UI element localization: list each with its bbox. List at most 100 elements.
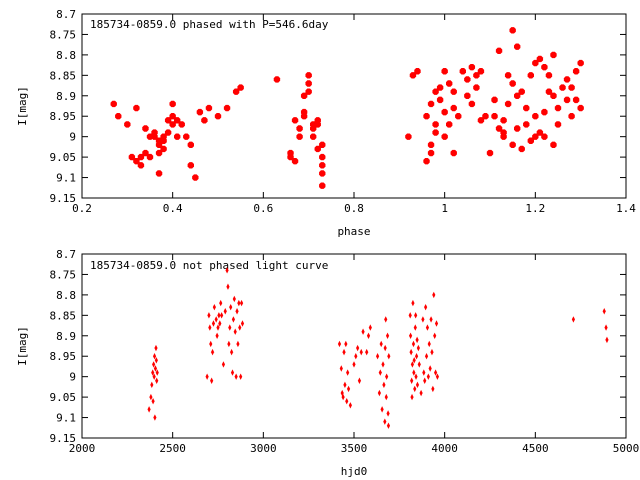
data-point	[433, 332, 437, 339]
data-point	[434, 320, 439, 327]
data-point	[410, 377, 414, 384]
y-tick-label: 8.85	[50, 69, 77, 82]
data-point	[571, 316, 576, 323]
data-point	[541, 133, 548, 140]
data-point	[192, 174, 199, 181]
data-point	[300, 108, 308, 116]
data-point	[464, 76, 471, 83]
data-point	[602, 308, 606, 315]
data-point	[413, 385, 417, 393]
data-point	[495, 125, 503, 132]
data-point	[482, 113, 489, 120]
y-tick-label: 8.75	[50, 268, 77, 281]
data-point	[133, 158, 140, 165]
data-point	[432, 88, 439, 95]
data-point	[423, 113, 430, 120]
data-point	[296, 133, 303, 140]
data-point	[226, 283, 230, 290]
x-tick-label: 1.2	[525, 202, 545, 215]
data-point	[545, 72, 553, 79]
data-point	[209, 340, 213, 348]
data-point	[146, 153, 154, 161]
data-point	[415, 381, 420, 389]
data-point	[169, 113, 176, 120]
data-point	[410, 393, 414, 401]
data-point	[523, 104, 530, 112]
data-point	[208, 324, 212, 331]
data-point	[375, 353, 380, 360]
data-point	[169, 100, 176, 108]
data-point	[361, 328, 365, 335]
data-point	[343, 381, 347, 389]
plot-title: 185734-0859.0 not phased light curve	[90, 259, 328, 272]
data-point	[455, 113, 462, 120]
data-point	[386, 422, 391, 429]
data-points	[110, 27, 584, 189]
data-point	[473, 72, 480, 79]
data-point	[142, 149, 149, 157]
data-point	[450, 149, 457, 157]
y-tick-label: 9.15	[50, 432, 77, 445]
data-point	[559, 84, 566, 91]
data-point	[359, 348, 363, 356]
data-point	[239, 299, 244, 307]
data-point	[314, 145, 321, 153]
data-point	[427, 340, 431, 348]
y-axis-label: I[mag]	[16, 86, 29, 126]
data-point	[214, 113, 222, 120]
x-tick-label: 5000	[613, 442, 640, 455]
data-point	[153, 365, 158, 372]
x-tick-label: 0.6	[253, 202, 273, 215]
data-point	[187, 141, 194, 149]
data-point	[291, 158, 299, 165]
data-point	[532, 133, 539, 140]
data-point	[305, 88, 312, 95]
data-point	[187, 162, 194, 169]
data-point	[423, 377, 427, 384]
data-point	[432, 121, 439, 128]
data-point	[441, 133, 448, 140]
x-tick-label: 4000	[431, 442, 458, 455]
data-point	[142, 125, 149, 132]
data-point	[337, 340, 342, 348]
data-point	[577, 104, 584, 112]
data-point	[427, 100, 435, 108]
data-point	[228, 324, 232, 331]
data-point	[491, 96, 498, 104]
data-point	[425, 324, 430, 331]
data-point	[432, 291, 436, 299]
data-point	[411, 299, 415, 307]
data-point	[152, 373, 156, 380]
data-point	[154, 357, 158, 364]
data-point	[422, 369, 426, 376]
data-point	[514, 43, 521, 50]
data-point	[356, 344, 360, 352]
data-point	[411, 340, 416, 348]
y-tick-label: 8.85	[50, 309, 77, 322]
data-point	[210, 377, 214, 384]
data-point	[486, 149, 494, 157]
data-point	[504, 72, 512, 79]
data-point	[541, 63, 548, 71]
data-point	[385, 332, 390, 339]
data-point	[319, 162, 326, 169]
phased-light-curve-plot: 185734-0859.0 phased with P=546.6day pha…	[16, 8, 636, 238]
x-tick-label: 3500	[341, 442, 368, 455]
data-point	[219, 299, 223, 307]
data-point	[223, 104, 231, 112]
data-point	[536, 55, 544, 63]
x-ticks: 0.2 0.4 0.6 0.8 1 1.2 1.4	[72, 14, 636, 215]
data-point	[430, 348, 434, 356]
unphased-light-curve-plot: 185734-0859.0 not phased light curve hjd…	[16, 248, 639, 478]
data-point	[412, 357, 416, 364]
data-point	[319, 170, 326, 177]
x-ticks: 2000 2500 3000 3500 4000 4500 5000	[69, 254, 640, 455]
data-point	[211, 320, 216, 327]
plot-frame	[81, 13, 627, 199]
data-point	[384, 316, 388, 323]
data-point	[110, 100, 117, 108]
data-points	[147, 267, 609, 429]
data-point	[413, 324, 417, 331]
data-point	[231, 316, 236, 323]
data-point	[212, 303, 216, 311]
